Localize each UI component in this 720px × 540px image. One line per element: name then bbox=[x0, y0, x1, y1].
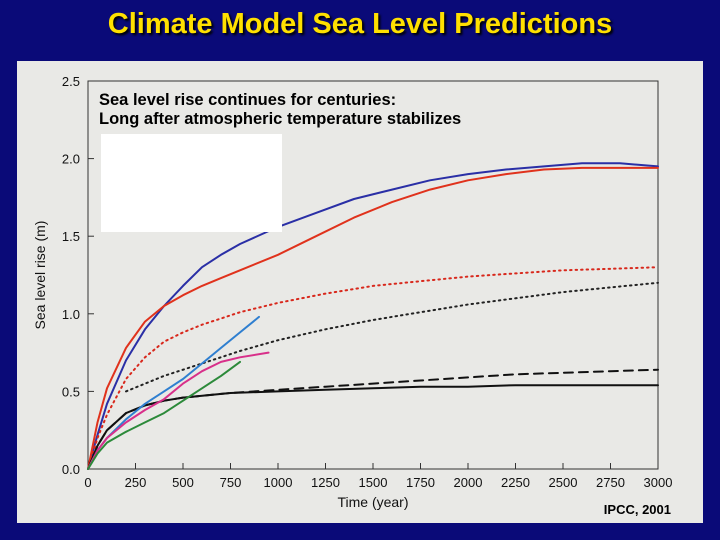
annotation-line-2: Long after atmospheric temperature stabi… bbox=[99, 110, 462, 128]
series-line-red-solid bbox=[87, 166, 659, 470]
series-line-red-dotted bbox=[87, 266, 659, 470]
x-tick-label: 2000 bbox=[454, 475, 483, 490]
y-tick-label: 0.0 bbox=[62, 462, 80, 477]
x-tick-label: 250 bbox=[125, 475, 147, 490]
x-tick-label: 1000 bbox=[264, 475, 293, 490]
series-line-magenta bbox=[87, 351, 270, 470]
annotation-line-1: Sea level rise continues for centuries: bbox=[99, 91, 397, 109]
x-tick-label: 0 bbox=[84, 475, 91, 490]
x-axis-label: Time (year) bbox=[337, 494, 408, 510]
series-line-black-solid bbox=[87, 384, 659, 470]
y-tick-label: 2.5 bbox=[62, 74, 80, 89]
y-tick-label: 1.0 bbox=[62, 307, 80, 322]
chart-annotation: Sea level rise continues for centuries: … bbox=[99, 91, 461, 129]
x-tick-label: 3000 bbox=[644, 475, 673, 490]
x-tick-label: 2750 bbox=[596, 475, 625, 490]
blank-inset bbox=[101, 134, 282, 232]
y-tick-label: 2.0 bbox=[62, 152, 80, 167]
series-line-green bbox=[87, 360, 241, 470]
x-tick-label: 500 bbox=[172, 475, 194, 490]
y-axis-label: Sea level rise (m) bbox=[32, 221, 48, 330]
x-tick-label: 1750 bbox=[406, 475, 435, 490]
x-tick-label: 2500 bbox=[549, 475, 578, 490]
x-tick-label: 1250 bbox=[311, 475, 340, 490]
series-line-black-dotted bbox=[125, 281, 659, 393]
y-tick-label: 0.5 bbox=[62, 384, 80, 399]
slide-title: Climate Model Sea Level Predictions bbox=[107, 8, 613, 40]
x-tick-label: 750 bbox=[220, 475, 242, 490]
sea-level-chart: 0 250 500 750 1000 1250 1500 1750 2000 2250 2500 27… bbox=[32, 74, 673, 510]
source-credit: IPCC, 2001 bbox=[603, 502, 671, 517]
y-tick-label: 1.5 bbox=[62, 229, 80, 244]
x-tick-label: 1500 bbox=[359, 475, 388, 490]
x-tick-label: 2250 bbox=[501, 475, 530, 490]
chart-panel: 0 250 500 750 1000 1250 1500 1750 2000 2250 2500 27… bbox=[17, 61, 703, 523]
